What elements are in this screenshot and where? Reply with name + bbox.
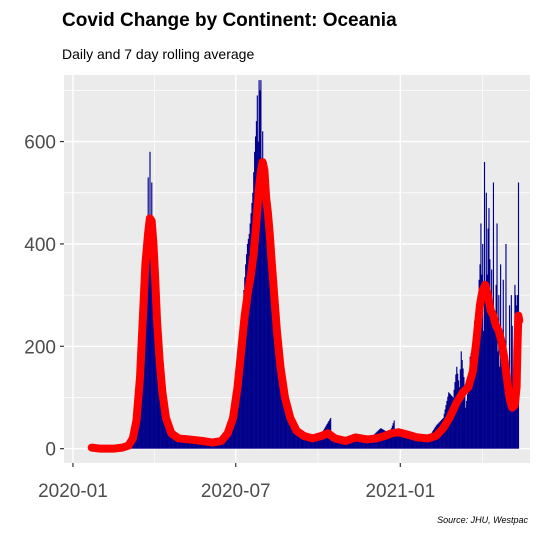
x-tick-label: 2020-01	[38, 481, 108, 502]
y-tick-label: 200	[24, 337, 56, 358]
x-axis: 2020-01 2020-07 2021-01	[38, 463, 435, 502]
y-tick-label: 0	[45, 440, 56, 461]
y-axis: 0 200 400 600	[24, 133, 64, 461]
x-tick-label: 2020-07	[201, 481, 271, 502]
chart-caption: Source: JHU, Westpac	[437, 515, 528, 525]
y-tick-label: 400	[24, 235, 56, 256]
y-tick-label: 600	[24, 133, 56, 154]
x-tick-label: 2021-01	[365, 481, 435, 502]
